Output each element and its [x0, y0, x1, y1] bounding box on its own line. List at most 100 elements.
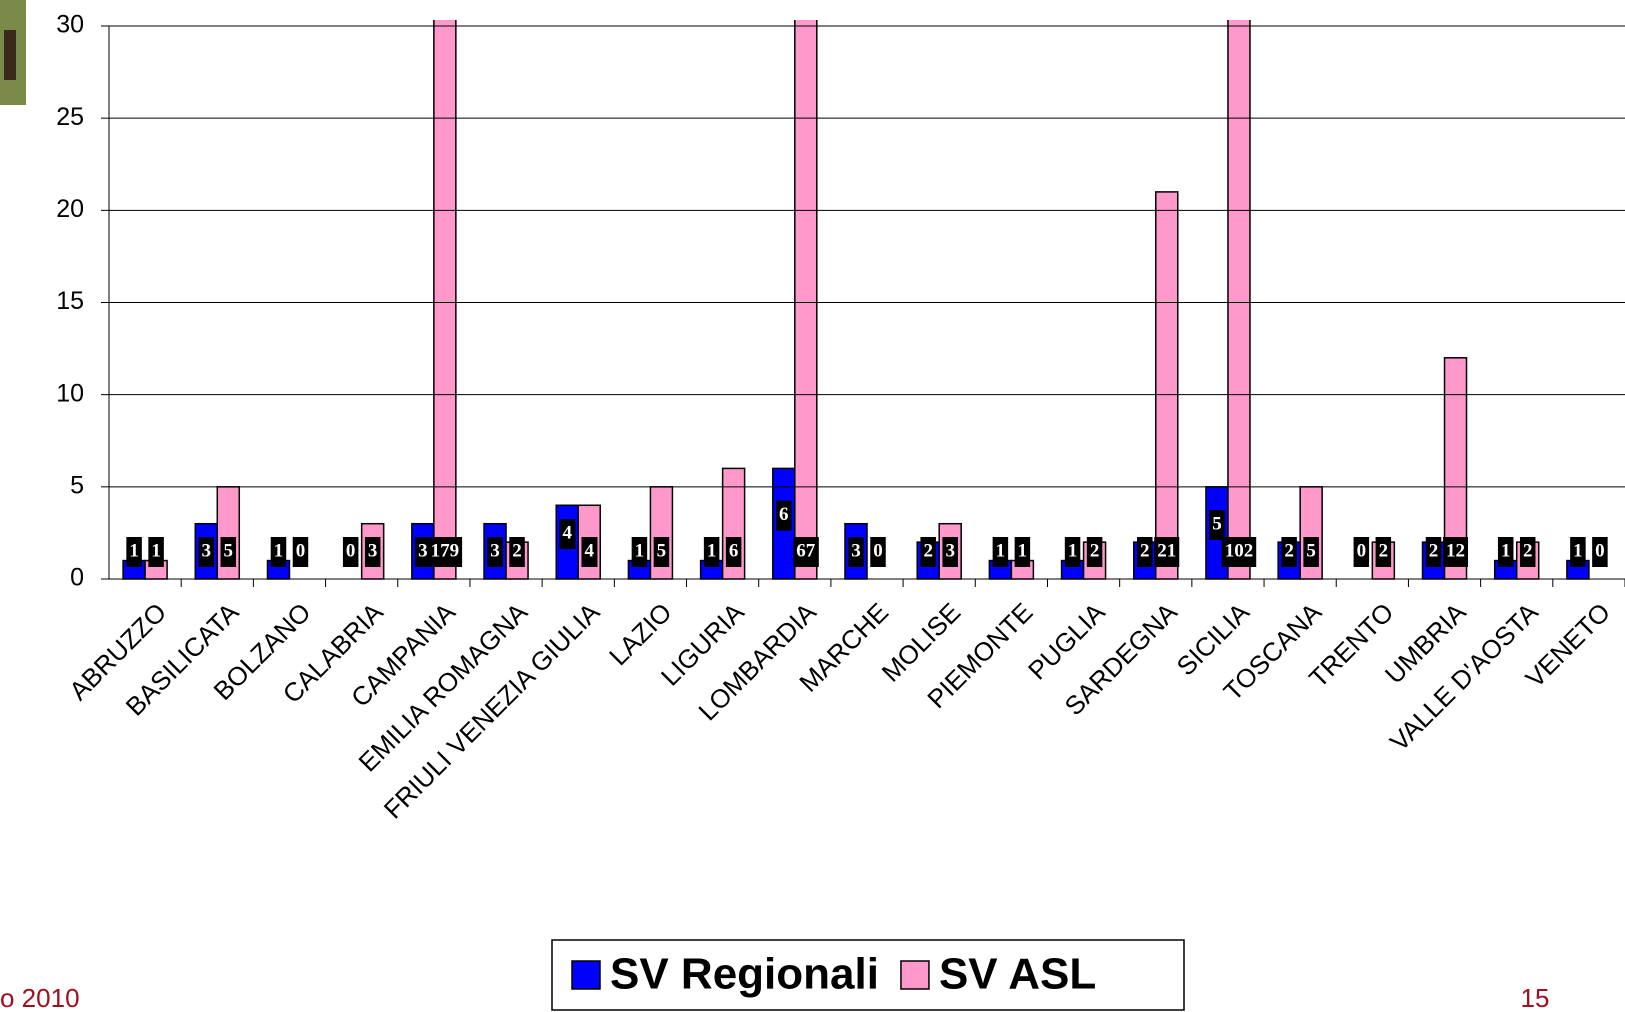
legend-swatch [571, 960, 601, 990]
value-label: 5 [224, 540, 234, 561]
value-label-box [1014, 537, 1031, 567]
value-label-box [776, 500, 792, 531]
y-tick-label: 30 [56, 11, 84, 39]
value-label: 1 [151, 540, 161, 561]
y-tick-label: 20 [56, 195, 84, 223]
page-number: 15 [1521, 983, 1550, 1012]
value-label: 2 [1090, 540, 1100, 561]
value-label-box [487, 537, 503, 567]
value-label: 6 [779, 504, 789, 525]
value-label: 1 [1068, 540, 1078, 561]
value-label-box [848, 537, 864, 567]
value-label-box [581, 537, 598, 567]
value-label-box [1425, 537, 1442, 567]
value-label-box [148, 537, 164, 567]
value-label-box [920, 537, 936, 567]
value-label-box [653, 537, 670, 567]
value-label: 3 [851, 540, 861, 561]
value-label: 1 [1018, 540, 1028, 561]
value-label-box [220, 537, 237, 567]
bar [1227, 20, 1251, 580]
value-label: 2 [1140, 540, 1150, 561]
value-label-box [1443, 537, 1469, 567]
value-label-box [1303, 537, 1319, 567]
value-label: 5 [1212, 513, 1222, 534]
value-label: 179 [431, 540, 460, 561]
value-label: 3 [202, 540, 212, 561]
value-label: 0 [1357, 540, 1367, 561]
bar [794, 20, 818, 580]
y-tick-label: 25 [56, 103, 84, 131]
value-label-box [703, 537, 720, 567]
value-label: 67 [796, 540, 816, 561]
value-label: 3 [418, 540, 428, 561]
value-label-box [292, 537, 309, 567]
value-label: 2 [1284, 540, 1294, 561]
value-label: 0 [1595, 540, 1605, 561]
value-label-box [364, 537, 381, 567]
value-label: 1 [129, 540, 139, 561]
value-label: 1 [996, 540, 1006, 561]
footer: o 2010 [0, 983, 80, 1012]
value-label: 1 [635, 540, 645, 561]
value-label: 3 [368, 540, 378, 561]
value-label-box [631, 537, 648, 567]
y-tick-label: 10 [56, 379, 84, 407]
value-label: 1 [1573, 540, 1583, 561]
value-label: 102 [1225, 540, 1254, 561]
value-label-box [992, 537, 1009, 567]
legend-label: SV Regionali [610, 950, 879, 999]
value-label: 4 [584, 540, 594, 561]
value-label: 21 [1157, 540, 1176, 561]
value-label-box [198, 537, 215, 567]
logo-figure [4, 30, 16, 80]
legend-box [551, 939, 1185, 1011]
value-label: 0 [346, 540, 356, 561]
value-label-box [793, 537, 819, 567]
value-label: 2 [1379, 540, 1389, 561]
value-label-box [427, 537, 463, 567]
value-label: 12 [1446, 540, 1465, 561]
value-label: 1 [707, 540, 717, 561]
value-label: 2 [923, 540, 933, 561]
value-label: 4 [562, 522, 572, 543]
value-label: 3 [490, 540, 500, 561]
value-label: 2 [1523, 540, 1533, 561]
value-label-box [1221, 537, 1257, 567]
value-label-box [1154, 537, 1180, 567]
value-label-box [725, 537, 742, 567]
value-label: 1 [1501, 540, 1511, 561]
legend-label: SV ASL [939, 950, 1096, 999]
value-label-box [1209, 509, 1225, 540]
value-label: 5 [657, 540, 667, 561]
value-label-box [1570, 537, 1586, 567]
value-label: 2 [512, 540, 522, 561]
value-label-box [1353, 537, 1370, 567]
value-label: 6 [729, 540, 739, 561]
value-label: 3 [945, 540, 955, 561]
plot-area [122, 20, 1590, 580]
value-label-box [1137, 537, 1153, 567]
value-label-box [270, 537, 287, 567]
value-label: 1 [274, 540, 284, 561]
y-tick-label: 0 [70, 564, 84, 592]
value-label-box [1375, 537, 1392, 567]
value-label-box [342, 537, 359, 567]
value-label-box [1497, 537, 1514, 567]
value-label: 2 [1429, 540, 1439, 561]
value-label-box [1519, 537, 1536, 567]
y-tick-label: 5 [70, 471, 84, 499]
value-label-box [1086, 537, 1103, 567]
value-label-box [942, 537, 958, 567]
value-label-box [1064, 537, 1081, 567]
value-label-box [509, 537, 525, 567]
value-label: 0 [296, 540, 306, 561]
y-tick-label: 15 [56, 287, 84, 315]
bar [433, 20, 457, 580]
value-label-box [1592, 537, 1608, 567]
value-label: 0 [873, 540, 883, 561]
value-label: 5 [1306, 540, 1316, 561]
value-label-box [1281, 537, 1297, 567]
value-label-box [870, 537, 886, 567]
